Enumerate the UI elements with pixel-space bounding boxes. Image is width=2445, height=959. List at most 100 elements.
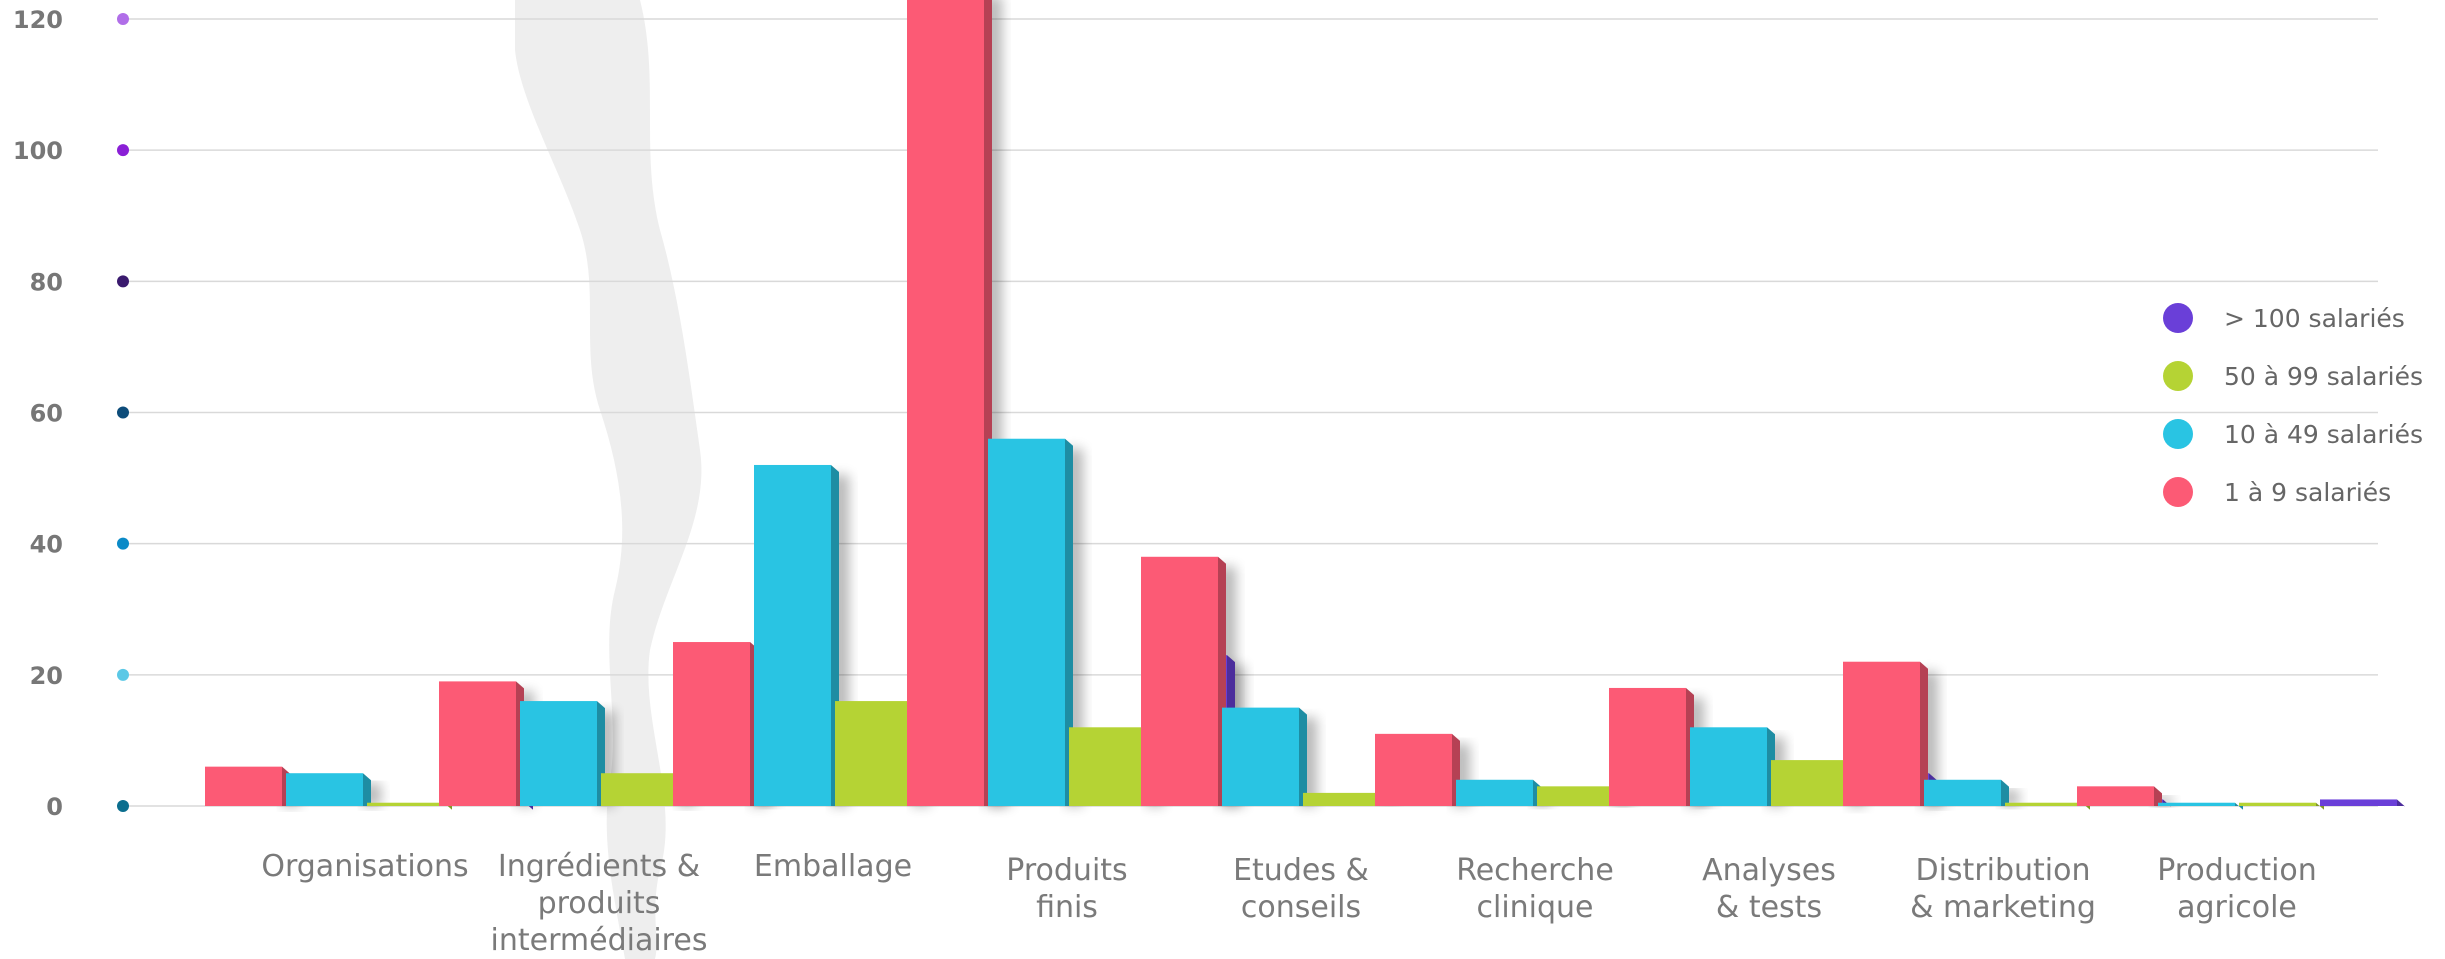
x-category-label-line: intermédiaires	[491, 923, 708, 958]
y-tick-label: 40	[30, 531, 63, 559]
bar	[439, 681, 516, 806]
bar-side	[1299, 707, 1307, 806]
bar	[1537, 786, 1614, 806]
bar-0-1	[286, 773, 371, 806]
legend-label: 10 à 49 salariés	[2224, 420, 2423, 449]
y-tick-label: 100	[13, 137, 63, 165]
x-category-label: Distribution & marketing	[1910, 853, 2096, 925]
bar	[1303, 792, 1380, 806]
x-category-label-line: Produits	[1006, 853, 1127, 888]
bar-4-1	[1222, 707, 1307, 806]
bar-8-0	[2077, 786, 2162, 806]
y-tick-dot	[117, 144, 129, 157]
bar-side	[2235, 802, 2243, 810]
x-category-label-line: Distribution	[1915, 853, 2090, 888]
bar	[1222, 707, 1299, 806]
bar-2-1	[754, 464, 839, 806]
bar-side	[2316, 802, 2324, 810]
bar-side	[2001, 779, 2009, 806]
bar	[601, 773, 678, 806]
bar	[835, 701, 912, 806]
y-tick-label: 20	[30, 662, 63, 690]
bar-3-0	[907, 0, 992, 807]
bar-5-0	[1375, 733, 1460, 806]
bar	[1141, 556, 1218, 806]
bar-1-1	[520, 701, 605, 806]
bar-0-0	[205, 766, 290, 806]
bar	[988, 438, 1065, 806]
legend-item: 50 à 99 salariés	[2163, 361, 2423, 391]
bar-2-0	[673, 642, 758, 806]
legend-item: > 100 salariés	[2163, 303, 2405, 333]
x-category-label-line: Ingrédients &	[498, 849, 700, 884]
y-tick-label: 120	[13, 6, 63, 34]
bar-6-0	[1609, 687, 1694, 806]
x-category-label: Emballage	[754, 849, 912, 884]
y-tick-dot	[117, 800, 129, 812]
x-axis: Organisations Ingrédients & produits interm…	[261, 849, 2316, 958]
legend: > 100 salariés 50 à 99 salariés 10 à 49 sa…	[2163, 303, 2423, 507]
x-category-label-line: Production	[2157, 853, 2317, 888]
bar	[2320, 799, 2397, 806]
y-tick-dot	[117, 406, 129, 419]
legend-item: 1 à 9 salariés	[2163, 477, 2391, 507]
y-tick-dot	[117, 668, 129, 681]
legend-swatch	[2163, 477, 2193, 507]
x-category-label: Production agricole	[2157, 853, 2317, 925]
legend-item: 10 à 49 salariés	[2163, 419, 2423, 449]
bar-8-1	[2158, 802, 2243, 810]
bar	[520, 701, 597, 806]
x-category-label-line: agricole	[2177, 890, 2297, 925]
y-tick-label: 0	[46, 793, 63, 821]
bar	[1456, 779, 1533, 806]
bar-side	[363, 773, 371, 806]
x-category-label-line: produits	[538, 886, 661, 921]
bar-side	[2397, 799, 2405, 807]
bar	[2005, 802, 2082, 806]
bar-1-0	[439, 681, 524, 806]
x-category-label: Ingrédients & produits intermédiaires	[491, 849, 708, 958]
x-category-label: Organisations	[261, 849, 468, 884]
x-category-label-line: clinique	[1476, 890, 1593, 925]
x-category-label: Etudes & conseils	[1233, 853, 1369, 925]
bar-3-1	[988, 438, 1073, 806]
bar	[907, 0, 984, 807]
bar-4-0	[1141, 556, 1226, 806]
y-tick-dot	[117, 537, 129, 550]
legend-swatch	[2163, 361, 2193, 391]
bar	[1069, 727, 1146, 806]
bar	[2239, 802, 2316, 806]
decorative-texture	[515, 0, 702, 959]
bar	[1609, 687, 1686, 806]
y-tick-label: 60	[30, 400, 63, 428]
bar	[1375, 733, 1452, 806]
legend-label: 50 à 99 salariés	[2224, 362, 2423, 391]
y-tick-dot	[117, 13, 129, 25]
x-category-label-line: conseils	[1241, 890, 1361, 925]
x-category-label-line: & marketing	[1910, 890, 2096, 925]
x-category-label-line: finis	[1036, 890, 1098, 925]
bar	[1924, 779, 2001, 806]
bars	[205, 0, 2405, 810]
bar	[754, 464, 831, 806]
y-tick-dot	[117, 275, 129, 288]
x-category-label-line: Recherche	[1456, 853, 1614, 888]
x-category-label: Produits finis	[1006, 853, 1127, 925]
x-category-label: Recherche clinique	[1456, 853, 1614, 925]
legend-swatch	[2163, 303, 2193, 333]
legend-label: > 100 salariés	[2224, 304, 2405, 333]
x-category-label-line: Organisations	[261, 849, 468, 884]
bar	[673, 642, 750, 806]
bar-7-0	[1843, 661, 1928, 806]
bar	[2077, 786, 2154, 806]
bar-side	[1065, 438, 1073, 806]
bar	[1771, 760, 1848, 806]
bar	[286, 773, 363, 806]
bar-7-1	[1924, 779, 2009, 806]
y-axis: 0 20 40 60 80 100 120	[13, 6, 129, 821]
y-tick-label: 80	[30, 268, 63, 296]
legend-swatch	[2163, 419, 2193, 449]
legend-label: 1 à 9 salariés	[2224, 478, 2391, 507]
bar-8-2	[2239, 802, 2324, 810]
